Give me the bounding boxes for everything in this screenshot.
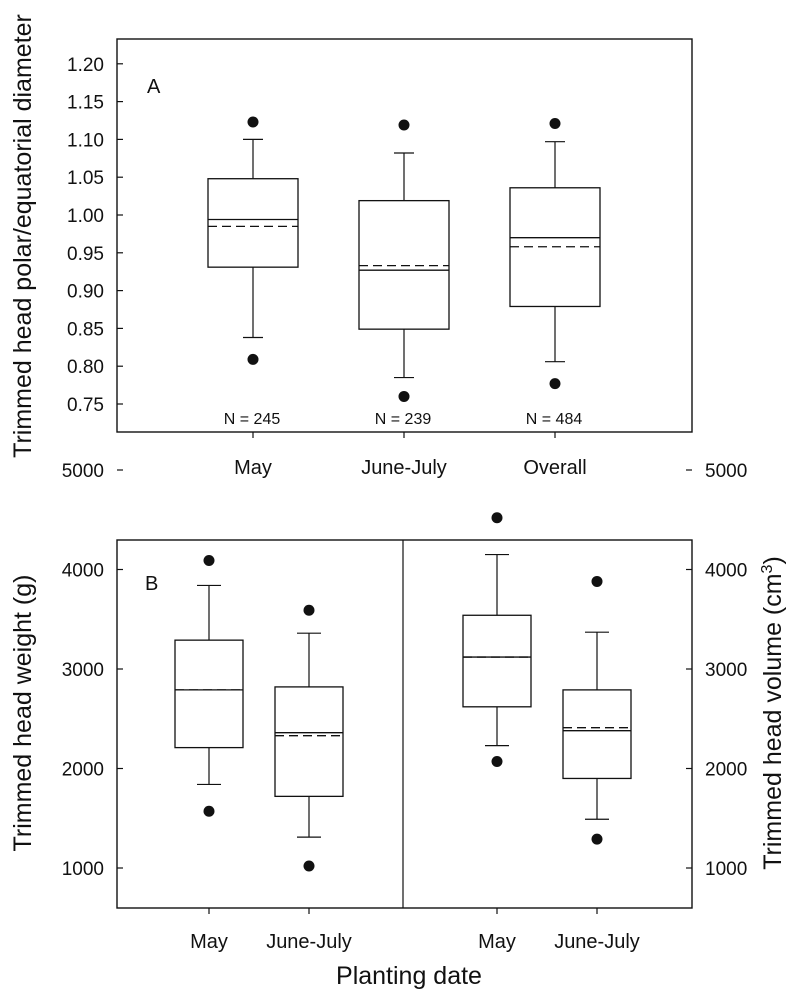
panel-b-x-axis-title: Planting date — [336, 962, 482, 990]
panel-a-y-tick-label: 1.15 — [67, 93, 104, 114]
panel-a-box-2-box — [358, 199, 450, 330]
panel-a-y-axis-title: Trimmed head polar/equatorial diameter — [9, 14, 37, 458]
panel-a-box-2-outlier-low — [398, 390, 410, 402]
panel-b-left-y-tick-label: 3000 — [62, 660, 104, 681]
panel-b-right-y-axis-title: Trimmed head volume (cm3) — [759, 556, 787, 870]
panel-a-box-3-outlier-high — [549, 118, 561, 130]
panel-b-right-y-tick-label: 3000 — [705, 660, 747, 681]
panel-a-y-tick-label: 1.10 — [67, 130, 104, 151]
panel-b-weight-box-1-outlier-high — [203, 555, 215, 567]
panel-b-volume-box-2-box — [562, 689, 632, 780]
panel-a-y-tick-label: 0.90 — [67, 282, 104, 303]
panel-b-right-y-tick-label: 2000 — [705, 760, 747, 781]
panel-b-right-category-label: May — [478, 931, 516, 953]
panel-b-volume-box-2-outlier-low — [591, 833, 603, 845]
panel-b: 1000 2000 3000 4000 5000 1000 2000 3000 4000 5000… — [62, 461, 748, 953]
panel-a-label: A — [147, 76, 161, 98]
panel-a-n-label: N = 484 — [526, 411, 583, 428]
panel-a-y-tick-label: 0.75 — [67, 395, 104, 416]
panel-b-label: B — [145, 573, 158, 595]
panel-b-frame — [116, 539, 693, 909]
panel-b-weight-box-2-box — [274, 686, 344, 798]
panel-a-y-tick-label: 1.20 — [67, 55, 104, 76]
panel-b-left-y-tick-label: 4000 — [62, 561, 104, 582]
panel-a-y-tick-label: 0.95 — [67, 244, 104, 265]
panel-a-y-tick-label: 0.85 — [67, 319, 104, 340]
right-y-title-close: ) — [759, 556, 787, 564]
panel-b-left-y-tick-label: 2000 — [62, 760, 104, 781]
panel-b-left-y-tick-label: 5000 — [62, 461, 104, 482]
panel-b-left-category-label: June-July — [266, 931, 352, 953]
panel-b-right-y-tick-label: 5000 — [705, 461, 747, 482]
panel-a-box-1-outlier-low — [247, 353, 259, 365]
panel-a-n-label: N = 239 — [375, 411, 432, 428]
panel-b-volume-box-2-outlier-high — [591, 575, 603, 587]
panel-a-box-1-outlier-high — [247, 116, 259, 128]
panel-b-weight-box-2-outlier-low — [303, 860, 315, 872]
panel-a-category-label: June-July — [361, 457, 447, 479]
right-y-title-main: Trimmed head volume (cm — [759, 573, 787, 869]
panel-b-volume-box-1-outlier-high — [491, 512, 503, 524]
panel-b-weight-box-1-box — [174, 639, 244, 749]
panel-b-weight-box-2-outlier-high — [303, 604, 315, 616]
panel-b-left-y-tick-label: 1000 — [62, 859, 104, 880]
panel-a-y-tick-label: 1.05 — [67, 168, 104, 189]
panel-a-box-3-outlier-low — [549, 378, 561, 390]
panel-a-category-label: May — [234, 457, 272, 479]
panel-b-left-y-axis-title: Trimmed head weight (g) — [9, 575, 37, 852]
panel-b-volume-box-1-outlier-low — [491, 756, 503, 768]
panel-b-right-y-tick-label: 1000 — [705, 859, 747, 880]
panel-a-y-tick-label: 0.80 — [67, 357, 104, 378]
panel-a-category-label: Overall — [523, 457, 586, 479]
panel-b-left-category-label: May — [190, 931, 228, 953]
panel-a-box-2-outlier-high — [398, 119, 410, 131]
panel-b-volume-box-1-box — [462, 614, 532, 708]
panel-a: 0.75 0.80 0.85 0.90 0.95 1.00 1.05 1.10 1.15 1.20… — [67, 38, 693, 479]
right-y-title-superscript: 3 — [759, 564, 776, 573]
panel-a-n-label: N = 245 — [224, 411, 281, 428]
panel-b-weight-box-1-outlier-low — [203, 805, 215, 817]
panel-a-box-1-box — [207, 178, 299, 268]
panel-b-right-y-tick-label: 4000 — [705, 561, 747, 582]
panel-a-y-tick-label: 1.00 — [67, 206, 104, 227]
panel-b-right-category-label: June-July — [554, 931, 640, 953]
